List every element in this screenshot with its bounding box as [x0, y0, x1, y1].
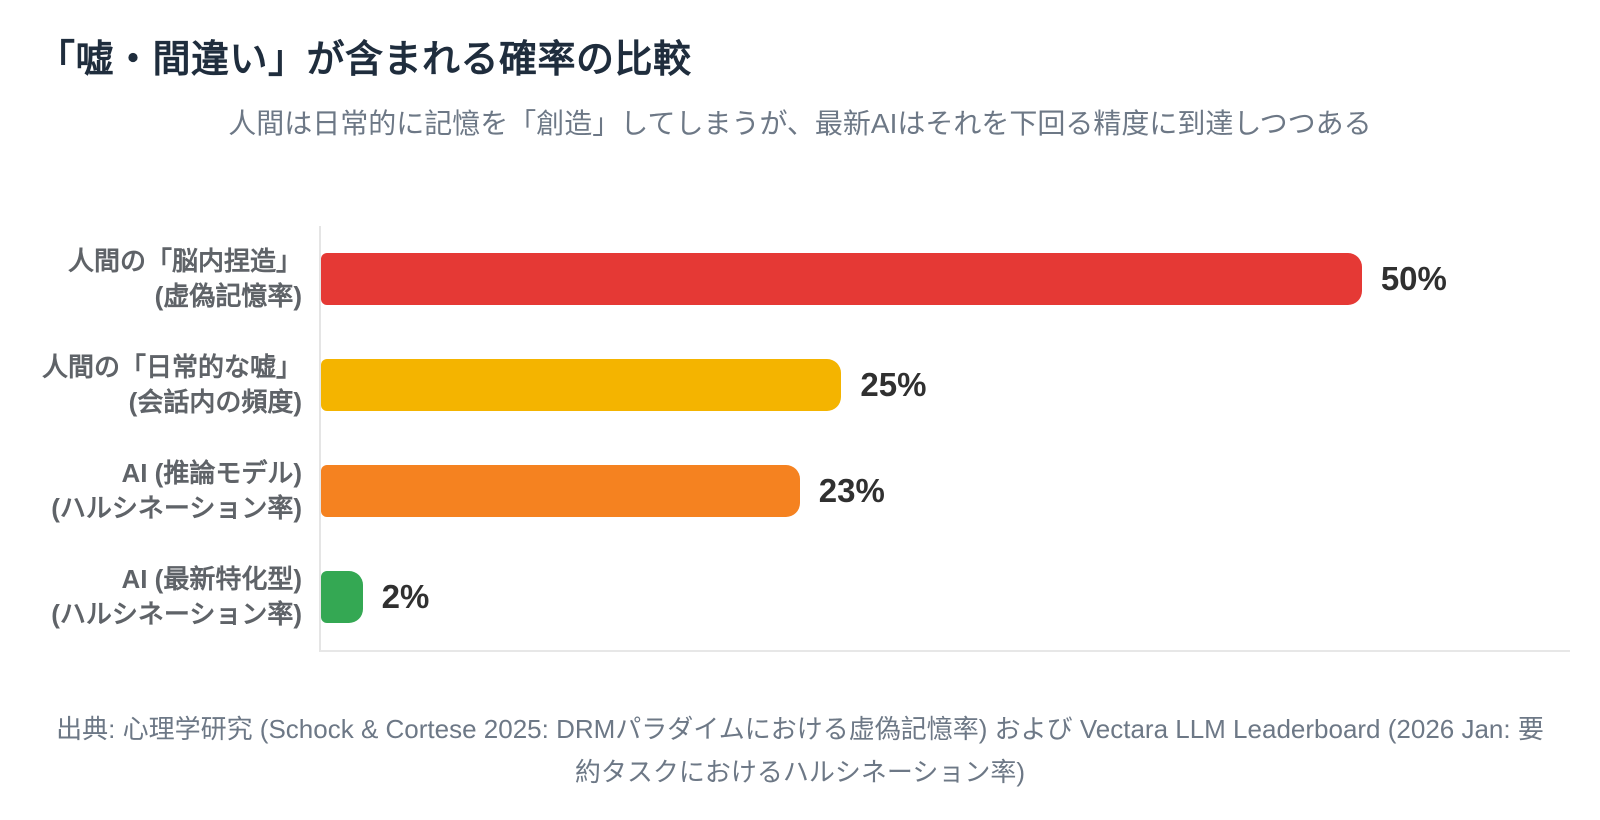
category-label-line1: AI (最新特化型) [121, 564, 302, 594]
category-label: 人間の「脳内捏造」 (虚偽記憶率) [0, 244, 302, 314]
category-label-line1: 人間の「日常的な嘘」 [41, 352, 302, 382]
bar [321, 571, 363, 623]
value-label: 50% [1380, 260, 1447, 297]
category-label: 人間の「日常的な嘘」 (会話内の頻度) [0, 350, 302, 420]
chart-title: 「嘘・間違い」が含まれる確率の比較 [37, 39, 692, 81]
category-label: AI (推論モデル) (ハルシネーション率) [0, 456, 302, 526]
category-label-line2: (虚偽記憶率) [154, 281, 302, 311]
bar-chart-plot-area: 人間の「脳内捏造」 (虚偽記憶率) 50% 人間の「日常的な嘘」 (会話内の頻度… [42, 226, 1570, 652]
chart-subtitle: 人間は日常的に記憶を「創造」してしまうが、最新AIはそれを下回る精度に到達しつつ… [228, 108, 1372, 139]
value-label: 2% [381, 578, 430, 615]
bar-row: AI (最新特化型) (ハルシネーション率) 2% [51, 544, 1570, 650]
bar [321, 253, 1362, 305]
category-label-line1: 人間の「脳内捏造」 [67, 246, 302, 276]
bar-row: 人間の「日常的な嘘」 (会話内の頻度) 25% [42, 332, 1570, 438]
category-label: AI (最新特化型) (ハルシネーション率) [0, 562, 302, 632]
bar [321, 465, 800, 517]
bar-row: AI (推論モデル) (ハルシネーション率) 23% [51, 438, 1570, 544]
bar-row: 人間の「脳内捏造」 (虚偽記憶率) 50% [68, 226, 1570, 332]
source-note: 出典: 心理学研究 (Schock & Cortese 2025: DRMパラダ… [56, 714, 1544, 787]
category-label-line2: (ハルシネーション率) [51, 599, 302, 629]
value-label: 23% [818, 472, 885, 509]
category-label-line1: AI (推論モデル) [121, 458, 302, 488]
bar [321, 359, 842, 411]
category-label-line2: (会話内の頻度) [128, 387, 302, 417]
category-label-line2: (ハルシネーション率) [51, 493, 302, 523]
value-label: 25% [860, 366, 927, 403]
